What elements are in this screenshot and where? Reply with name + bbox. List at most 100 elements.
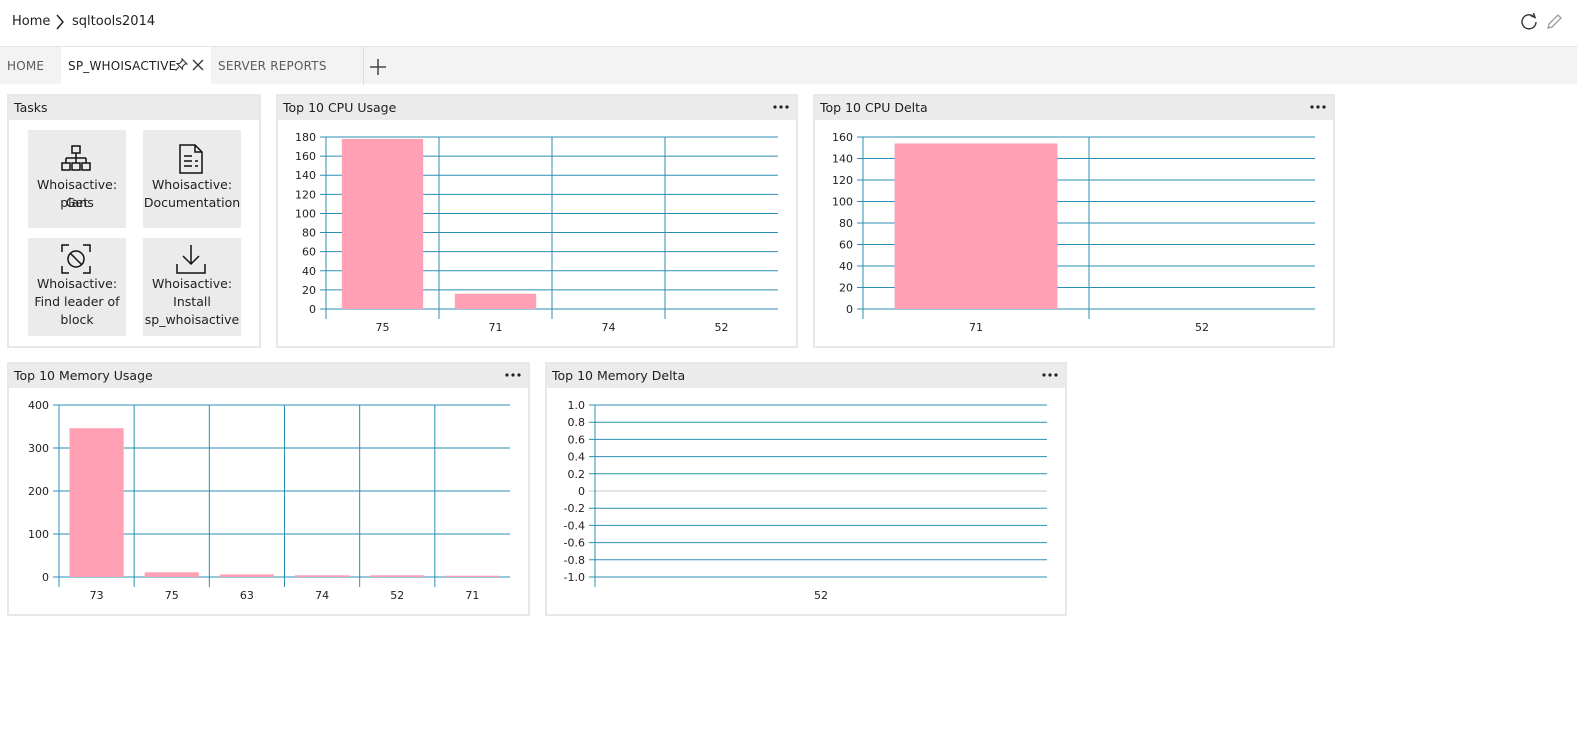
y-tick-label: 120 (832, 174, 853, 187)
tab-sp-whoisactive[interactable]: SP_WHOISACTIVE (61, 47, 211, 85)
tab-divider (363, 47, 364, 85)
y-tick-label: 0.2 (568, 468, 586, 481)
y-tick-label: 80 (302, 227, 316, 240)
y-tick-label: 140 (832, 153, 853, 166)
top-bar: Home sqltools2014 (0, 0, 1577, 46)
tab-server-reports[interactable]: SERVER REPORTS (211, 47, 363, 85)
widget-title: Top 10 CPU Delta (815, 96, 1333, 120)
task-label-line: Install (173, 294, 211, 309)
x-tick-label: 74 (602, 321, 616, 334)
y-tick-label: 0 (309, 303, 316, 316)
close-icon[interactable] (191, 58, 205, 72)
bar (341, 138, 424, 309)
breadcrumb-home[interactable]: Home (12, 14, 51, 29)
tab-home[interactable]: HOME (0, 47, 60, 85)
memory-delta-widget: Top 10 Memory Delta -1.0 -0.8 -0.6 -0.4 -0.2… (545, 362, 1067, 616)
y-tick-label: 160 (295, 150, 316, 163)
bar (445, 575, 500, 577)
memory-delta-chart: -1.0 -0.8 -0.6 -0.4 -0.2 0 0.2 0.4 0.6 0.8 1.0 52 (564, 399, 1047, 602)
memory-usage-chart: 0 100 200 300 400 73 75 63 74 52 71 (28, 399, 510, 602)
breadcrumb-current: sqltools2014 (72, 14, 156, 29)
y-tick-label: -0.4 (564, 519, 585, 532)
y-tick-label: -0.8 (564, 554, 585, 567)
more-icon[interactable] (1308, 97, 1328, 111)
bar (894, 143, 1058, 309)
y-tick-label: -0.6 (564, 537, 585, 550)
y-tick-label: 100 (295, 207, 316, 220)
widget-title: Top 10 Memory Usage (9, 364, 528, 388)
hierarchy-icon (61, 145, 91, 171)
cpu-delta-widget: Top 10 CPU Delta 0 20 40 60 80 100 120 140 160 71… (813, 94, 1335, 348)
bar (219, 574, 274, 577)
x-tick-label: 52 (814, 589, 828, 602)
memory-usage-widget: Top 10 Memory Usage 0 100 200 300 400 73 75 63 7… (7, 362, 530, 616)
bar (144, 572, 199, 577)
cpu-usage-widget: Top 10 CPU Usage 0 20 40 60 80 100 120 140 160 18… (276, 94, 798, 348)
y-tick-label: 140 (295, 169, 316, 182)
task-label-line: sp_whoisactive (144, 312, 240, 327)
y-tick-label: 180 (295, 131, 316, 144)
x-tick-label: 52 (1195, 321, 1209, 334)
y-tick-label: 400 (28, 399, 49, 412)
y-tick-label: 60 (302, 246, 316, 259)
download-icon (176, 245, 206, 274)
y-tick-label: 0 (578, 485, 585, 498)
plus-icon[interactable] (366, 55, 390, 79)
y-tick-label: 160 (832, 131, 853, 144)
x-tick-label: 52 (715, 321, 729, 334)
bar (69, 428, 124, 577)
task-label-line: Whoisactive: (36, 276, 118, 291)
tab-sp-whoisactive-label: SP_WHOISACTIVE (68, 59, 177, 73)
y-tick-label: 20 (302, 284, 316, 297)
y-tick-label: 60 (839, 239, 853, 252)
task-label-line: Documentation (143, 195, 241, 210)
more-icon[interactable] (503, 365, 523, 379)
y-tick-label: 20 (839, 282, 853, 295)
task-label-line: Whoisactive: Get (36, 177, 118, 210)
y-tick-label: 100 (28, 528, 49, 541)
tab-bar: HOME SP_WHOISACTIVE SERVER REPORTS (0, 46, 1577, 85)
x-tick-label: 52 (390, 589, 404, 602)
widget-title: Top 10 CPU Usage (278, 96, 796, 120)
widget-title: Top 10 Memory Delta (547, 364, 1065, 388)
refresh-icon[interactable] (1518, 11, 1540, 33)
y-tick-label: 120 (295, 188, 316, 201)
x-tick-label: 63 (240, 589, 254, 602)
task-label-line: plans (60, 195, 94, 210)
more-icon[interactable] (1040, 365, 1060, 379)
task-documentation[interactable]: Whoisactive: Documentation (143, 130, 241, 228)
x-tick-label: 75 (376, 321, 390, 334)
y-tick-label: 200 (28, 485, 49, 498)
task-find-leader-of-block[interactable]: Whoisactive: Find leader of block (28, 238, 126, 336)
y-tick-label: 0.4 (568, 451, 586, 464)
bar (370, 575, 425, 577)
y-tick-label: 80 (839, 217, 853, 230)
pencil-icon[interactable] (1543, 11, 1565, 33)
y-tick-label: 0.8 (568, 416, 586, 429)
x-tick-label: 75 (165, 589, 179, 602)
tab-server-reports-label: SERVER REPORTS (218, 59, 327, 73)
tasks-widget: Tasks Whoisactive: Get plans Whoisactive… (7, 94, 261, 348)
task-label-line: Find leader of (34, 294, 120, 309)
task-install-sp-whoisactive[interactable]: Whoisactive: Install sp_whoisactive (143, 238, 241, 336)
y-tick-label: 0 (846, 303, 853, 316)
cpu-usage-chart: 0 20 40 60 80 100 120 140 160 180 75 71 74 52 (295, 131, 778, 334)
x-tick-label: 71 (969, 321, 983, 334)
y-tick-label: 0 (42, 571, 49, 584)
widget-title: Tasks (9, 96, 259, 120)
y-tick-label: -1.0 (564, 571, 585, 584)
task-label-line: Whoisactive: (151, 177, 233, 192)
x-tick-label: 71 (489, 321, 503, 334)
task-label-line: Whoisactive: (151, 276, 233, 291)
x-tick-label: 73 (90, 589, 104, 602)
task-label-line: block (60, 312, 94, 327)
y-tick-label: 300 (28, 442, 49, 455)
y-tick-label: 1.0 (568, 399, 586, 412)
more-icon[interactable] (771, 97, 791, 111)
task-get-plans[interactable]: Whoisactive: Get plans (28, 130, 126, 228)
bar (454, 293, 537, 309)
document-icon (179, 144, 203, 174)
pin-icon[interactable] (174, 58, 188, 72)
y-tick-label: -0.2 (564, 502, 585, 515)
tab-home-label: HOME (7, 59, 45, 73)
